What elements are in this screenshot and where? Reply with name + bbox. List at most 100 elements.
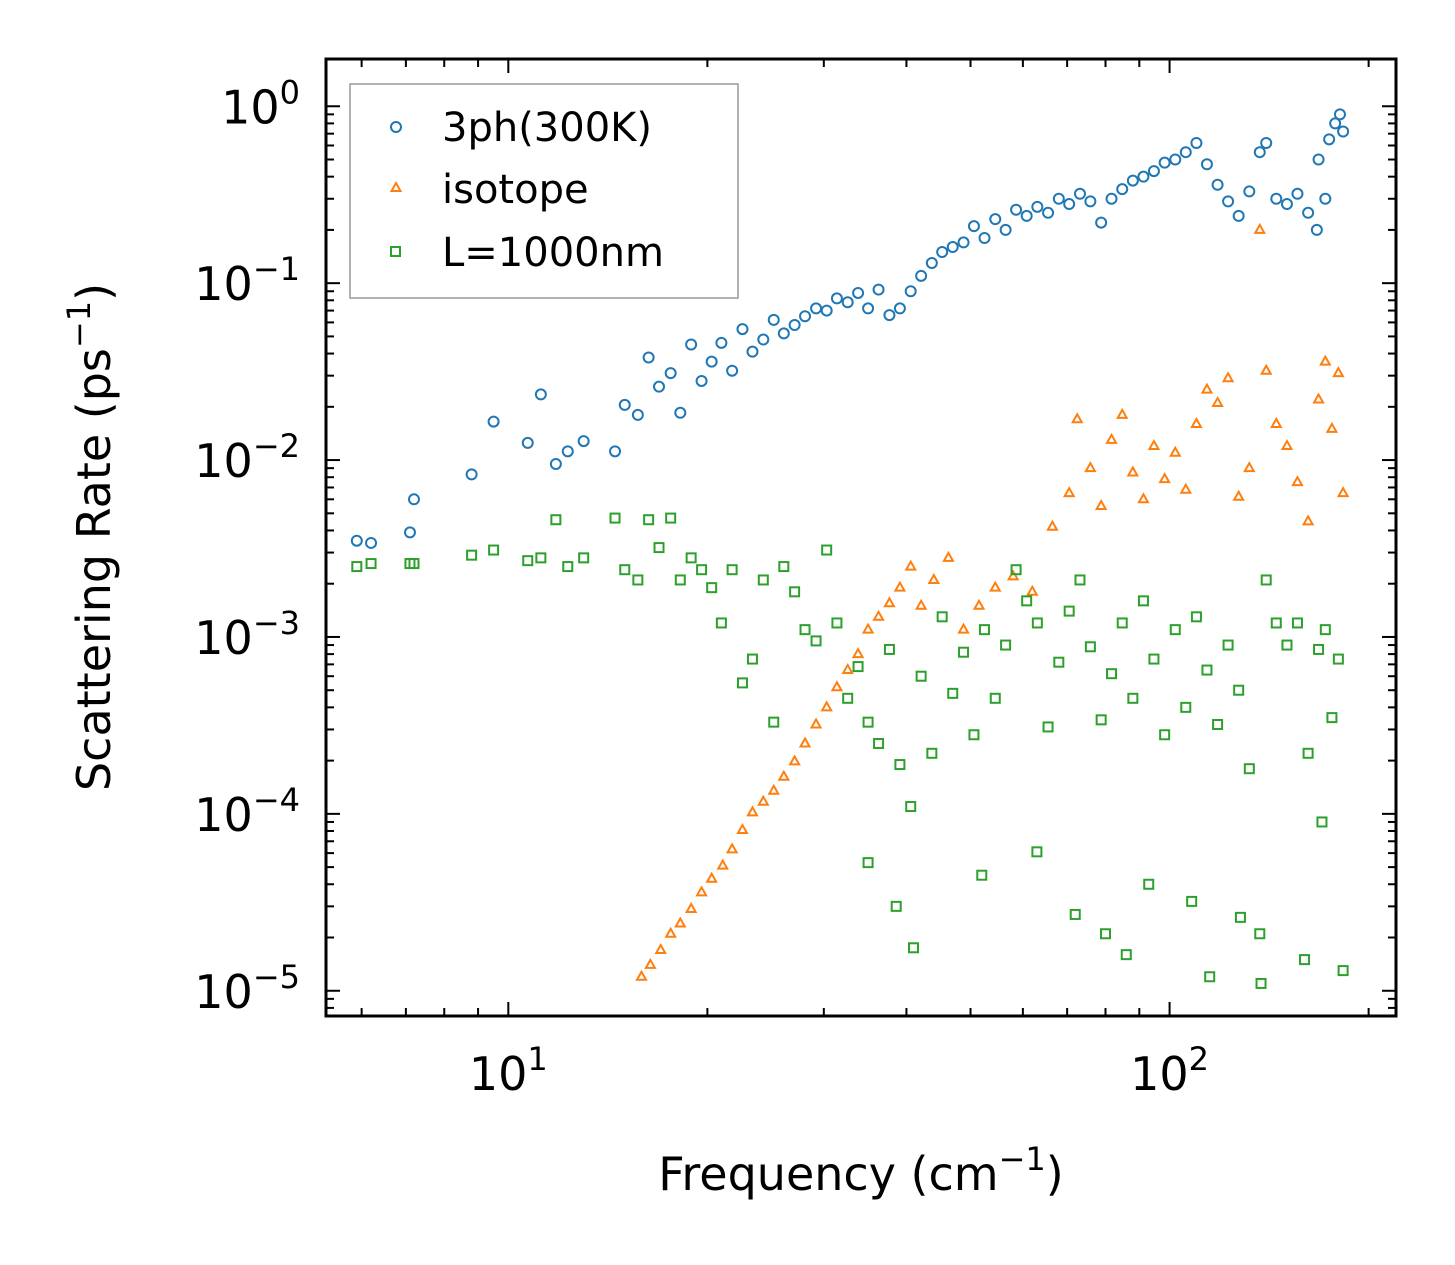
data-point (967, 220, 980, 233)
data-point (1201, 664, 1213, 676)
data-point (654, 942, 667, 954)
data-point (1190, 136, 1203, 149)
data-point (908, 942, 920, 954)
data-point (351, 561, 363, 573)
data-point (1270, 192, 1283, 205)
data-point (820, 304, 833, 317)
data-point (1260, 136, 1273, 149)
data-point (936, 611, 948, 623)
data-point (1200, 158, 1213, 171)
data-point (1095, 216, 1108, 229)
data-point (883, 309, 896, 322)
legend-label-isotope: isotope (442, 167, 589, 213)
data-point (736, 677, 748, 689)
data-point (767, 313, 780, 326)
data-point (1313, 643, 1325, 655)
y-tick-label: 10−2 (194, 427, 300, 488)
data-point (1042, 206, 1055, 219)
data-point (1053, 656, 1065, 668)
data-point (726, 364, 739, 377)
series-3 (351, 512, 1349, 989)
data-point (746, 805, 759, 817)
data-point (695, 374, 708, 387)
data-point (1180, 701, 1192, 713)
data-point (1259, 363, 1273, 375)
y-tick-label: 100 (221, 73, 300, 134)
data-point (798, 736, 812, 748)
data-point (746, 653, 758, 665)
data-point (788, 754, 801, 766)
data-point (1120, 949, 1132, 961)
data-point (550, 514, 562, 526)
data-point (1190, 416, 1203, 428)
data-point (1000, 639, 1012, 651)
data-series-group (350, 108, 1350, 989)
data-point (914, 598, 928, 610)
y-tick-label: 10−3 (194, 604, 300, 665)
data-point (925, 257, 938, 270)
data-point (873, 737, 885, 749)
data-point (861, 622, 875, 634)
data-point (609, 445, 622, 458)
data-point (768, 716, 780, 728)
data-point (1084, 461, 1097, 473)
data-point (1137, 595, 1149, 607)
data-point (1169, 153, 1182, 166)
data-point (757, 574, 769, 586)
data-point (893, 302, 906, 315)
series-2 (635, 222, 1350, 981)
data-point (725, 842, 739, 854)
data-point (957, 622, 970, 634)
data-point (789, 586, 801, 598)
data-point (1169, 624, 1181, 636)
data-point (777, 769, 791, 781)
data-point (904, 285, 917, 298)
data-point (653, 380, 666, 393)
data-point (1147, 165, 1160, 178)
data-point (1074, 574, 1086, 586)
data-point (1069, 908, 1081, 920)
data-point (915, 670, 927, 682)
data-point (685, 552, 697, 564)
data-point (1332, 653, 1344, 665)
data-point (674, 916, 687, 928)
data-point (1020, 209, 1033, 222)
data-point (957, 236, 970, 249)
data-point (1323, 133, 1336, 146)
data-point (1329, 117, 1342, 130)
data-point (890, 900, 902, 912)
data-point (1062, 486, 1076, 498)
data-point (695, 885, 708, 897)
data-point (958, 646, 970, 658)
data-point (788, 319, 801, 332)
data-point (1116, 617, 1128, 629)
data-point (883, 643, 895, 655)
data-point (696, 564, 708, 576)
data-point (1234, 911, 1246, 923)
legend-box (349, 83, 739, 299)
data-point (1312, 153, 1325, 166)
data-point (1221, 371, 1235, 383)
data-point (1316, 816, 1328, 828)
data-point (842, 692, 854, 704)
data-point (1071, 412, 1084, 424)
data-point (1332, 366, 1345, 378)
data-point (365, 536, 378, 549)
data-point (1094, 498, 1108, 510)
data-point (1312, 392, 1325, 404)
data-point (947, 687, 959, 699)
data-point (1148, 653, 1160, 665)
data-point (408, 558, 420, 570)
data-point (685, 338, 698, 351)
data-point (1291, 617, 1303, 629)
data-point (1143, 878, 1155, 890)
data-point (1105, 192, 1118, 205)
data-point (851, 647, 865, 659)
data-point (831, 617, 843, 629)
data-point (1046, 519, 1059, 531)
data-point (1010, 564, 1022, 576)
data-point (926, 747, 938, 759)
data-point (1232, 489, 1245, 501)
data-point (757, 333, 770, 346)
data-point (1319, 624, 1331, 636)
